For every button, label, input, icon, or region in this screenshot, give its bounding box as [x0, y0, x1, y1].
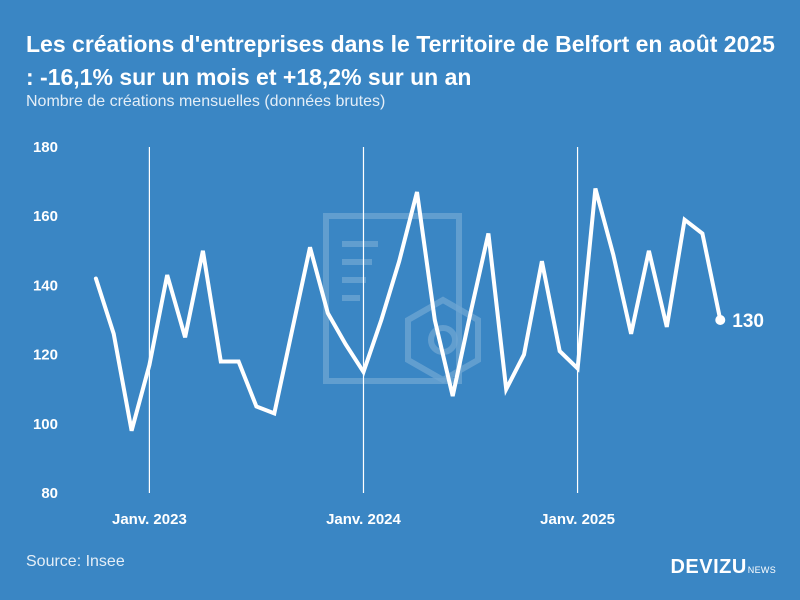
y-tick-label: 120 [33, 347, 58, 364]
chart-title: Les créations d'entreprises dans le Terr… [26, 31, 775, 90]
y-tick-label: 140 [33, 277, 58, 294]
chart-subtitle: Nombre de créations mensuelles (données … [26, 93, 386, 110]
brand-suffix: NEWS [747, 565, 776, 575]
watermark-document [323, 213, 462, 384]
y-tick-label: 100 [33, 416, 58, 433]
source-note: Source: Insee [26, 553, 125, 570]
y-tick-label: 160 [33, 208, 58, 225]
end-point-marker [715, 315, 726, 325]
watermark-hexagon [405, 296, 481, 384]
series-line [93, 187, 723, 432]
brand-logo: DEVIZUNEWS [670, 556, 776, 579]
watermark-logo-icon [323, 213, 481, 384]
brand-name: DEVIZU [670, 556, 747, 578]
y-tick-label: 80 [41, 485, 58, 502]
x-tick-label: Janv. 2025 [540, 511, 615, 528]
x-tick-label: Janv. 2024 [326, 511, 401, 528]
x-tick-label: Janv. 2023 [112, 511, 187, 528]
end-value-label: 130 [732, 311, 764, 332]
y-tick-label: 180 [33, 139, 58, 156]
